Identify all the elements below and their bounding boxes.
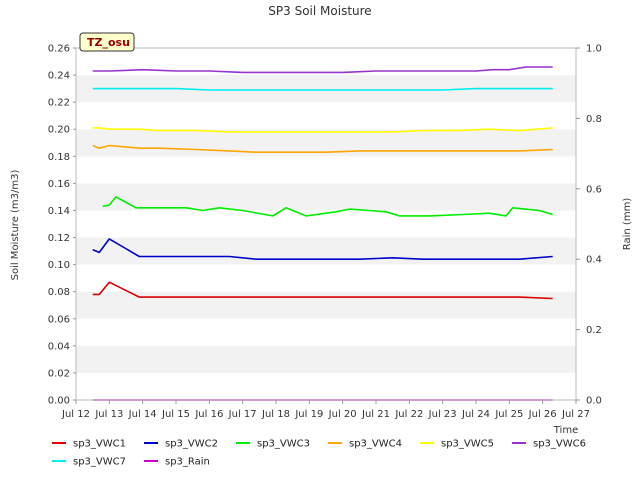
x-tick-label: Jul 18 xyxy=(261,409,290,420)
x-tick-label: Jul 19 xyxy=(294,409,323,420)
y2-axis-ticks: 0.0 0.2 0.4 0.6 0.8 1.0 xyxy=(576,44,602,407)
x-tick-label: Jul 20 xyxy=(328,409,357,420)
y-tick-label: 0.04 xyxy=(48,341,70,352)
legend-label: sp3_Rain xyxy=(165,457,210,468)
y-tick-label: 0.08 xyxy=(48,287,70,298)
grid-band xyxy=(76,210,576,238)
y-tick-label: 0.16 xyxy=(48,179,70,190)
y2-tick-label: 0.2 xyxy=(586,325,602,336)
x-tick-label: Jul 14 xyxy=(128,409,157,420)
y-tick-label: 0.12 xyxy=(48,233,70,244)
legend-label: sp3_VWC7 xyxy=(73,457,126,468)
y-tick-label: 0.10 xyxy=(48,260,70,271)
series-line-sp3_VWC3 xyxy=(102,196,553,217)
grid-band xyxy=(76,102,576,130)
chart-title: SP3 Soil Moisture xyxy=(268,4,371,18)
legend-label: sp3_VWC3 xyxy=(257,439,310,450)
series-line-sp3_VWC5 xyxy=(92,127,553,133)
grid-band xyxy=(76,291,576,319)
grid-band xyxy=(76,345,576,373)
y-tick-label: 0.22 xyxy=(48,98,70,109)
y2-tick-label: 0.8 xyxy=(586,114,602,125)
y2-tick-label: 0.4 xyxy=(586,255,602,266)
x-axis-title: Time xyxy=(553,425,578,436)
legend-label: sp3_VWC1 xyxy=(73,439,126,450)
x-tick-label: Jul 23 xyxy=(428,409,457,420)
grid-band xyxy=(76,237,576,265)
x-tick-label: Jul 13 xyxy=(94,409,123,420)
x-tick-label: Jul 27 xyxy=(561,409,590,420)
x-tick-label: Jul 12 xyxy=(61,409,90,420)
x-axis-ticks: Jul 12 Jul 13 Jul 14 Jul 15 Jul 16 Jul 17 Jul … xyxy=(61,400,590,420)
x-tick-label: Jul 17 xyxy=(228,409,257,420)
series-line-sp3_VWC7 xyxy=(92,87,553,91)
grid-band xyxy=(76,48,576,76)
plot-frame xyxy=(75,47,577,401)
y-tick-label: 0.20 xyxy=(48,125,70,136)
series-line-sp3_VWC2 xyxy=(92,238,553,261)
y2-tick-label: 0.6 xyxy=(586,184,602,195)
x-tick-label: Jul 24 xyxy=(461,409,490,420)
series-line-sp3_VWC4 xyxy=(92,144,553,153)
y-tick-label: 0.02 xyxy=(48,368,70,379)
grid-band xyxy=(76,372,576,400)
x-tick-label: Jul 25 xyxy=(494,409,523,420)
x-tick-label: Jul 22 xyxy=(394,409,423,420)
grid-band xyxy=(76,318,576,346)
y2-axis-title: Rain (mm) xyxy=(622,198,633,251)
series-line-sp3_VWC6 xyxy=(92,66,553,74)
legend-label: sp3_VWC5 xyxy=(441,439,494,450)
grid-bands xyxy=(76,48,576,400)
x-tick-label: Jul 21 xyxy=(361,409,390,420)
y2-tick-label: 0.0 xyxy=(586,396,602,407)
legend: sp3_VWC1 sp3_VWC2 sp3_VWC3 sp3_VWC4 sp3_VWC5… xyxy=(52,439,586,468)
y-axis-ticks: 0.00 0.02 0.04 0.06 0.08 0.10 0.12 0.14 0.16 0.18… xyxy=(48,44,76,407)
legend-label: sp3_VWC6 xyxy=(533,439,586,450)
site-badge-label: TZ_osu xyxy=(87,36,130,49)
site-badge: TZ_osu xyxy=(79,32,135,52)
x-tick-label: Jul 26 xyxy=(528,409,557,420)
series-line-sp3_VWC1 xyxy=(92,281,553,300)
grid-band xyxy=(76,264,576,292)
y-tick-label: 0.18 xyxy=(48,152,70,163)
legend-label: sp3_VWC4 xyxy=(349,439,402,450)
y2-tick-label: 1.0 xyxy=(586,44,602,55)
y-tick-label: 0.26 xyxy=(48,44,70,55)
y-axis-title: Soil Moisture (m3/m3) xyxy=(10,170,21,281)
y-tick-label: 0.00 xyxy=(48,396,70,407)
grid-band xyxy=(76,183,576,211)
y-tick-label: 0.14 xyxy=(48,206,70,217)
y-tick-label: 0.24 xyxy=(48,71,70,82)
y-tick-label: 0.06 xyxy=(48,314,70,325)
x-tick-label: Jul 15 xyxy=(161,409,190,420)
legend-label: sp3_VWC2 xyxy=(165,439,218,450)
grid-band xyxy=(76,156,576,184)
x-tick-label: Jul 16 xyxy=(194,409,223,420)
